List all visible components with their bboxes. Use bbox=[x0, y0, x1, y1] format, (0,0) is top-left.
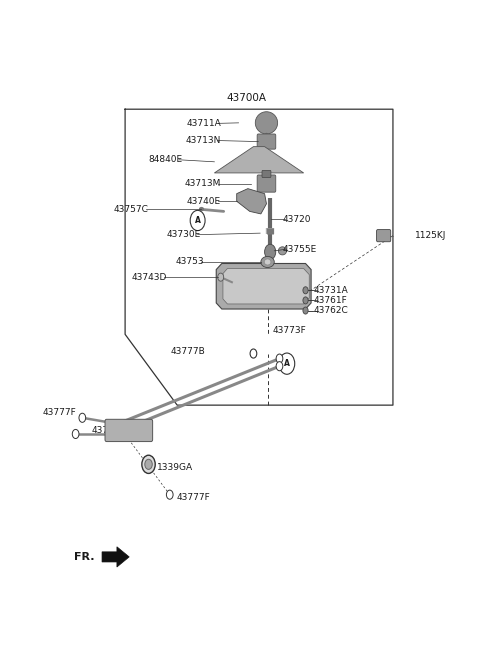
FancyBboxPatch shape bbox=[257, 134, 276, 149]
Text: A: A bbox=[195, 216, 201, 225]
Circle shape bbox=[79, 413, 85, 422]
Text: 43753: 43753 bbox=[176, 258, 204, 267]
Polygon shape bbox=[215, 147, 304, 173]
Text: 1339GA: 1339GA bbox=[156, 463, 193, 472]
Text: 43713M: 43713M bbox=[185, 179, 221, 188]
Circle shape bbox=[190, 210, 205, 231]
Text: 1125KJ: 1125KJ bbox=[415, 231, 446, 240]
Polygon shape bbox=[223, 269, 309, 304]
Circle shape bbox=[264, 244, 276, 260]
Circle shape bbox=[218, 273, 224, 281]
Circle shape bbox=[303, 286, 308, 294]
Text: 43711A: 43711A bbox=[186, 119, 221, 128]
Circle shape bbox=[276, 361, 283, 371]
FancyBboxPatch shape bbox=[377, 229, 391, 242]
FancyBboxPatch shape bbox=[105, 419, 153, 442]
Text: 43762C: 43762C bbox=[314, 306, 348, 315]
Circle shape bbox=[167, 490, 173, 499]
Polygon shape bbox=[102, 547, 129, 567]
Circle shape bbox=[276, 354, 283, 363]
Text: 43743D: 43743D bbox=[132, 273, 167, 282]
Text: 84840E: 84840E bbox=[148, 155, 182, 164]
Circle shape bbox=[303, 297, 308, 304]
Text: 43757C: 43757C bbox=[114, 205, 148, 214]
Text: FR.: FR. bbox=[74, 552, 95, 562]
Ellipse shape bbox=[255, 112, 277, 134]
Text: 43761F: 43761F bbox=[314, 296, 348, 305]
Text: 43790L: 43790L bbox=[92, 426, 125, 435]
Polygon shape bbox=[216, 263, 311, 309]
Text: 43777B: 43777B bbox=[170, 346, 205, 355]
Ellipse shape bbox=[278, 247, 287, 255]
Text: 43731A: 43731A bbox=[314, 286, 348, 295]
Circle shape bbox=[303, 307, 308, 314]
Circle shape bbox=[142, 455, 155, 474]
Text: 43777F: 43777F bbox=[43, 408, 77, 417]
FancyBboxPatch shape bbox=[257, 175, 276, 192]
Circle shape bbox=[279, 353, 295, 374]
Circle shape bbox=[145, 459, 152, 469]
FancyBboxPatch shape bbox=[262, 170, 271, 177]
Text: 43740E: 43740E bbox=[187, 196, 221, 206]
Polygon shape bbox=[237, 189, 266, 214]
Text: 43755E: 43755E bbox=[282, 245, 317, 254]
Text: 43777F: 43777F bbox=[176, 493, 210, 502]
Text: 43713N: 43713N bbox=[186, 136, 221, 145]
Circle shape bbox=[250, 349, 257, 358]
Text: A: A bbox=[284, 359, 290, 368]
Ellipse shape bbox=[264, 259, 271, 265]
Circle shape bbox=[72, 430, 79, 438]
Text: 43720: 43720 bbox=[282, 215, 311, 224]
Text: 43773F: 43773F bbox=[273, 326, 307, 335]
Text: 43730E: 43730E bbox=[167, 230, 201, 239]
Text: 43700A: 43700A bbox=[226, 93, 266, 103]
Ellipse shape bbox=[261, 256, 274, 267]
